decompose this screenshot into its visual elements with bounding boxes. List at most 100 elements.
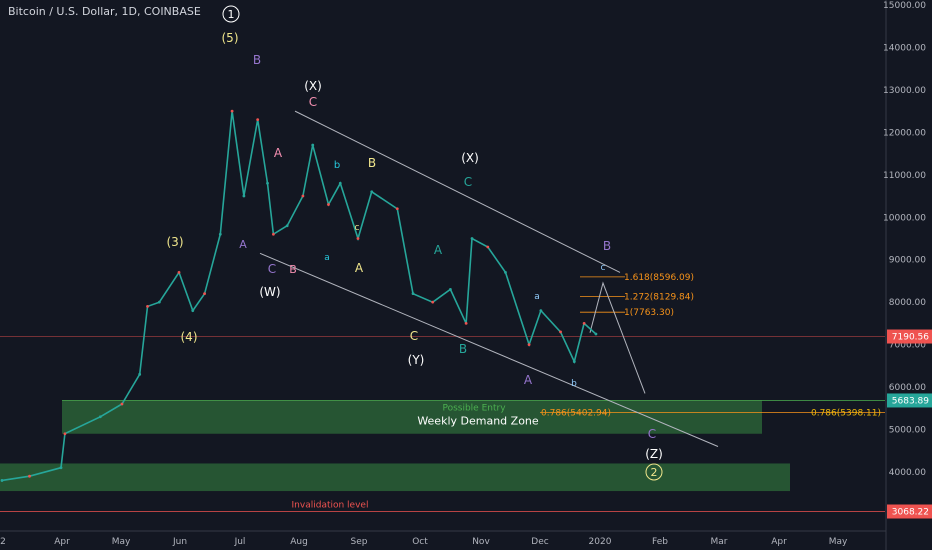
wave-label-w5: (5) [222,31,239,45]
price-point [395,207,399,211]
price-point [98,415,102,419]
wave-label-C_aug: C [309,95,317,109]
fib-label: 1(7763.30) [624,308,674,318]
x-tick-label: Aug [290,537,308,547]
wave-label-w4: (4) [181,330,198,344]
price-point [266,181,269,185]
y-tick-label: 9000.00 [889,256,926,266]
price-point [256,118,260,122]
price-point [559,330,562,334]
wave-label-a_dec: a [534,292,540,302]
wave-label-wX1: (X) [304,79,322,93]
x-tick-label: 2 [0,537,6,547]
chart-title: Bitcoin / U.S. Dollar, 1D, COINBASE [8,5,201,18]
wave-label-a_aug: a [324,253,330,263]
x-tick-label: Oct [412,537,428,547]
wave-label-C_jul: C [268,262,276,276]
wave-label-c_dec: c [601,263,606,273]
current-price-tag: 7190.56 [892,333,929,343]
price-point [301,194,305,198]
y-tick-label: 8000.00 [889,298,926,308]
price-point [370,190,374,194]
y-tick-label: 10000.00 [883,213,926,223]
circle-1-ring [222,5,240,23]
wave-label-w3: (3) [167,235,184,249]
x-tick-label: Feb [652,537,668,547]
price-point [464,321,468,325]
entry-price-tag-bg [887,393,932,408]
price-point [338,181,342,185]
price-point [203,292,206,296]
fib-0786-right-label: 0.786(5398.11) [811,409,881,419]
fib-label: 1.618(8596.09) [624,273,694,283]
wave-label-A_oct: A [434,243,443,257]
y-tick-label: 13000.00 [883,86,926,96]
fib-0786-left-label: 0.786(5402.94) [541,408,611,418]
price-point [63,432,67,436]
price-point [191,309,195,313]
projection-path [589,281,646,394]
x-tick-label: Mar [711,537,728,547]
price-point [504,271,507,274]
price-point [582,321,586,325]
price-point [572,360,576,363]
x-tick-label: Sep [351,537,368,547]
fib-label: 1.272(8129.84) [624,293,694,303]
price-point [218,232,222,236]
invalidation-price-tag: 3068.22 [892,508,929,518]
channel-upper [294,110,621,273]
wave-label-A_dec: A [524,373,533,387]
wave-label-wY: (Y) [408,353,425,367]
price-point [431,300,435,304]
price-point [242,194,246,198]
price-point [230,109,234,113]
weekly-demand-label: Weekly Demand Zone [417,414,539,427]
price-point [539,309,543,313]
y-tick-label: 4000.00 [889,468,926,478]
wave-label-C_nov: C [410,329,418,343]
x-tick-label: Apr [771,537,787,547]
wave-label-circle-1: 1 [228,8,235,21]
invalidation-price-tag-bg [887,504,932,519]
y-tick-label: 11000.00 [883,171,926,181]
wave-label-b_aug: b [334,160,340,171]
wave-label-C_feb: C [648,427,656,441]
wave-label-circle-2: 2 [651,466,658,479]
y-tick-label: 12000.00 [883,128,926,138]
x-tick-label: Jun [172,537,187,547]
price-point [157,300,161,304]
y-tick-label: 5000.00 [889,426,926,436]
price-point [327,203,330,206]
price-point [311,143,315,147]
y-tick-label: 7000.00 [889,341,926,351]
x-tick-label: Nov [472,537,490,547]
circle-2-ring [645,463,663,481]
wave-label-A_jul: A [239,238,247,251]
price-point [356,237,360,240]
price-point [470,237,474,240]
x-tick-label: May [112,537,131,547]
x-tick-label: Jul [234,537,246,547]
y-tick-label: 14000.00 [883,43,926,53]
weekly-demand-zone [62,400,762,434]
price-point [28,474,31,478]
price-point [449,288,452,291]
wave-label-C_oct: C [464,175,472,189]
price-point [285,224,289,228]
x-tick-label: 2020 [589,537,612,547]
channel-lower [259,252,719,447]
x-tick-label: Apr [54,537,70,547]
wave-label-wX2: (X) [461,151,479,165]
wave-label-B_jul: B [289,263,297,276]
price-point [0,479,4,482]
wave-label-A_sep: A [355,261,364,275]
price-point [486,245,490,249]
x-tick-label: May [829,537,848,547]
y-tick-label: 15000.00 [883,1,926,11]
wave-label-wW: (W) [259,285,280,299]
possible-entry-label: Possible Entry [442,403,506,413]
price-point [138,372,142,376]
lower-demand-zone [0,463,790,492]
price-point [120,402,124,406]
